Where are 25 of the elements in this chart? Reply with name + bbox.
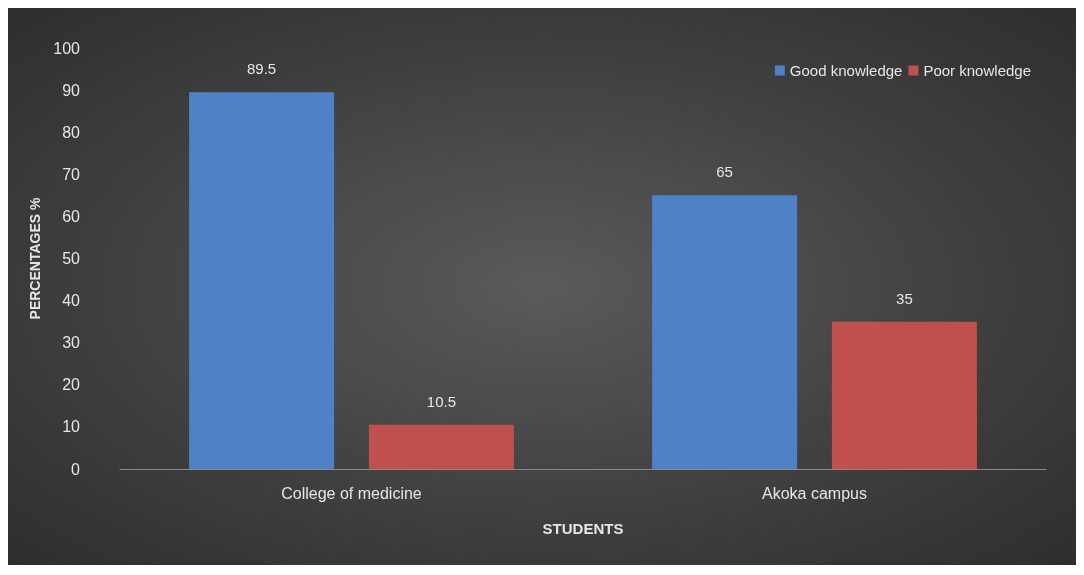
x-tick-label: College of medicine: [281, 484, 422, 502]
y-tick-label: 90: [62, 81, 81, 99]
data-label: 89.5: [247, 60, 277, 78]
y-axis-title: PERCENTAGES %: [27, 197, 44, 320]
y-tick-label: 10: [62, 418, 81, 436]
bar: [368, 424, 514, 469]
y-tick-label: 70: [62, 165, 81, 183]
bar: [652, 195, 798, 469]
y-tick-label: 100: [53, 39, 81, 57]
x-tick-label: Akoka campus: [762, 484, 867, 502]
data-label: 35: [896, 289, 913, 307]
legend-label: Good knowledge: [789, 62, 903, 79]
y-tick-label: 60: [62, 207, 81, 225]
bar: [831, 321, 977, 469]
y-tick-label: 20: [62, 376, 81, 394]
y-tick-label: 30: [62, 334, 81, 352]
y-tick-label: 50: [62, 250, 81, 267]
y-tick-label: 40: [62, 292, 81, 310]
data-label: 65: [716, 163, 733, 181]
x-axis-title: STUDENTS: [542, 520, 624, 537]
data-label: 10.5: [426, 392, 456, 410]
y-tick-label: 0: [71, 460, 81, 478]
y-tick-label: 80: [62, 123, 81, 141]
legend-label: Poor knowledge: [923, 62, 1032, 79]
bar: [189, 92, 335, 469]
